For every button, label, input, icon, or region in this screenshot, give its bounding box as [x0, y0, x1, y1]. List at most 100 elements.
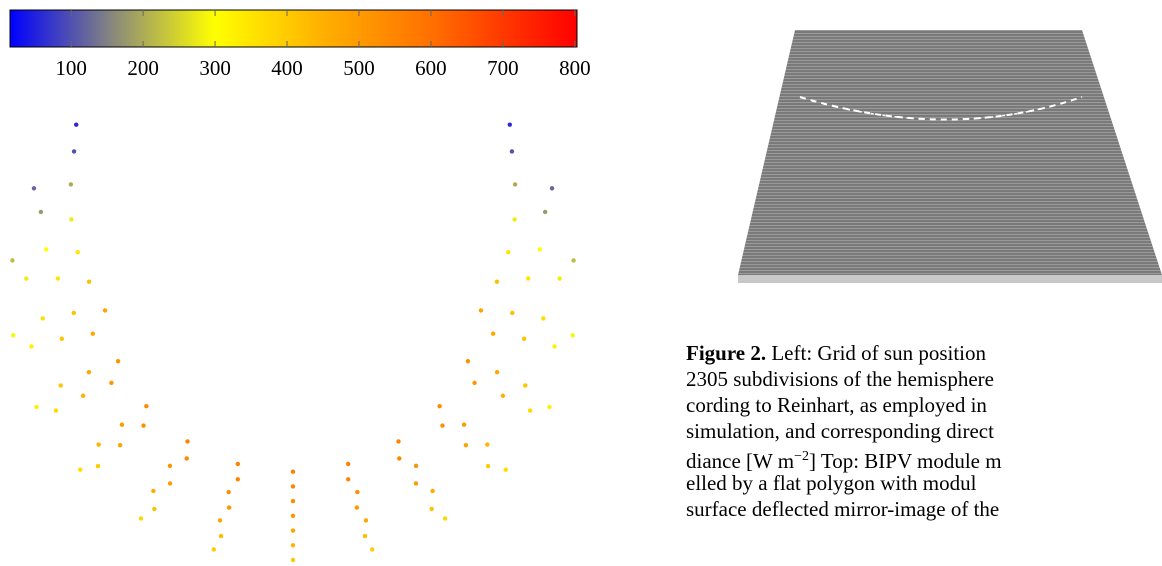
sun-position	[571, 258, 575, 262]
sun-position	[522, 337, 526, 341]
sun-position	[39, 210, 43, 214]
sun-position	[236, 477, 240, 481]
sun-position	[291, 514, 295, 518]
sun-position	[462, 423, 466, 427]
sun-position	[466, 359, 470, 363]
sun-position	[464, 443, 468, 447]
sun-position	[355, 505, 359, 509]
sun-position	[291, 499, 295, 503]
sun-position	[74, 122, 78, 126]
sun-position	[226, 490, 230, 494]
sun-position	[528, 408, 532, 412]
sun-position	[32, 186, 36, 190]
caption-text: Left: Grid of sun position	[766, 341, 986, 365]
caption-line: elled by a flat polygon with modul	[686, 470, 1162, 496]
sun-position	[116, 359, 120, 363]
sun-position	[541, 316, 545, 320]
sun-position	[526, 276, 530, 280]
sun-position	[118, 443, 122, 447]
sun-position	[571, 333, 575, 337]
bipv-module	[738, 30, 1162, 283]
colorbar-tick-label: 700	[487, 56, 519, 80]
sun-position	[81, 394, 85, 398]
page: 100200300400500600700800 Figure 2. Left:…	[0, 0, 1162, 566]
sun-position	[151, 489, 155, 493]
sun-position	[440, 423, 444, 427]
sun-position	[414, 481, 418, 485]
sun-position	[59, 383, 63, 387]
caption-text: simulation, and corresponding direct	[686, 419, 994, 443]
sun-position	[485, 442, 489, 446]
sun-position	[96, 464, 100, 468]
sun-position	[495, 279, 499, 283]
sun-position	[152, 507, 156, 511]
caption-line: 2305 subdivisions of the hemisphere	[686, 366, 1162, 392]
sun-position	[227, 505, 231, 509]
sun-position	[396, 439, 400, 443]
sun-position	[11, 333, 15, 337]
sun-position	[443, 516, 447, 520]
sun-position	[550, 186, 554, 190]
sun-position	[508, 122, 512, 126]
sun-position	[72, 149, 76, 153]
colorbar-tick-label: 500	[343, 56, 375, 80]
sun-position	[69, 182, 73, 186]
sun-position	[495, 370, 499, 374]
caption-text: 2305 subdivisions of the hemisphere	[686, 367, 994, 391]
sun-position	[291, 528, 295, 532]
sun-position	[491, 332, 495, 336]
sun-position	[363, 534, 367, 538]
sun-position	[219, 534, 223, 538]
sun-position	[346, 462, 350, 466]
sun-position	[120, 423, 124, 427]
sun-position	[69, 217, 73, 221]
colorbar-tick-label: 400	[271, 56, 303, 80]
sun-position	[54, 408, 58, 412]
sun-position	[91, 332, 95, 336]
sun-position	[291, 543, 295, 547]
sun-position	[414, 464, 418, 468]
sun-position	[34, 405, 38, 409]
sun-position	[185, 439, 189, 443]
sun-position	[472, 381, 476, 385]
sun-position	[513, 182, 517, 186]
colorbar-tick-label: 200	[127, 56, 159, 80]
sun-position	[370, 547, 374, 551]
caption-text: cording to Reinhart, as employed in	[686, 393, 987, 417]
sun-position	[538, 247, 542, 251]
sun-position	[168, 464, 172, 468]
sun-position	[510, 311, 514, 315]
caption-label: Figure 2.	[686, 341, 766, 365]
sun-position	[430, 489, 434, 493]
sun-position	[78, 468, 82, 472]
sun-position	[291, 558, 295, 562]
sun-position	[103, 308, 107, 312]
sun-position	[60, 337, 64, 341]
sun-position	[543, 210, 547, 214]
caption-superscript: −2	[794, 449, 809, 464]
sun-position	[506, 250, 510, 254]
sun-position	[486, 464, 490, 468]
caption-line: surface deflected mirror-image of the	[686, 496, 1162, 522]
colorbar-tick-label: 100	[55, 56, 87, 80]
sun-position	[504, 468, 508, 472]
sun-position	[437, 404, 441, 408]
sun-position	[96, 442, 100, 446]
sun-position	[75, 250, 79, 254]
sun-position	[10, 258, 14, 262]
caption-text: surface deflected mirror-image of the	[686, 497, 999, 521]
sun-position	[291, 484, 295, 488]
sun-position	[87, 279, 91, 283]
sun-position	[29, 344, 33, 348]
sun-position	[109, 381, 113, 385]
colorbar-tick-label: 600	[415, 56, 447, 80]
sun-position	[355, 490, 359, 494]
sun-position	[291, 469, 295, 473]
sun-position	[397, 456, 401, 460]
sun-position	[56, 276, 60, 280]
colorbar-tick-label: 800	[559, 56, 591, 80]
sun-position	[24, 276, 28, 280]
sun-position	[547, 405, 551, 409]
sun-position	[479, 308, 483, 312]
